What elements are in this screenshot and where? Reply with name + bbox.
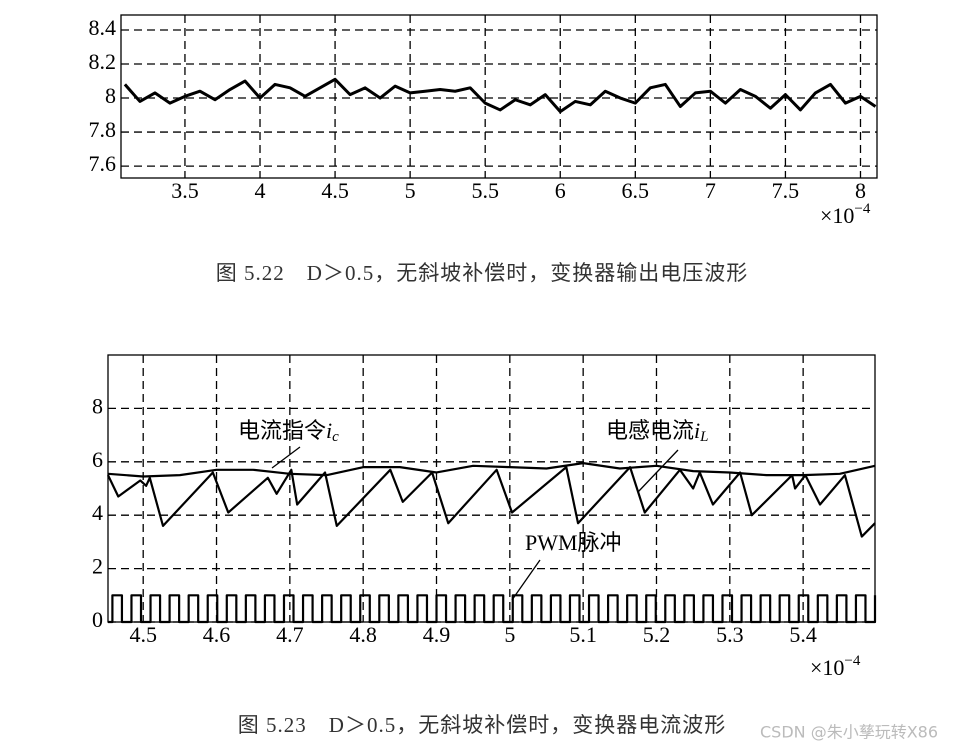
x-tick-label: 5.1 xyxy=(569,622,597,647)
x-tick-label: 5 xyxy=(405,178,416,203)
annotation-var: i xyxy=(326,418,332,443)
y-tick-label: 7.8 xyxy=(89,117,117,142)
plot-frame xyxy=(120,14,878,179)
multiplier-power: −4 xyxy=(844,653,860,669)
x-tick-label: 5.2 xyxy=(643,622,671,647)
y-tick-label: 8.2 xyxy=(89,49,117,74)
x-tick-label: 5.3 xyxy=(716,622,744,647)
data-line xyxy=(107,466,876,538)
x-tick-label: 3.5 xyxy=(171,178,199,203)
multiplier-power: −4 xyxy=(854,201,870,217)
annotation: PWM脉冲 xyxy=(525,530,622,555)
annotation-sub: c xyxy=(332,429,339,445)
x-tick-label: 4.5 xyxy=(321,178,349,203)
y-tick-label: 0 xyxy=(92,607,103,632)
plot-frame xyxy=(107,354,876,623)
x-tick-label: 8 xyxy=(855,178,866,203)
chart: 0 2 4 6 8 4.5 4.6 4.7 4.8 4.9 5 5.1 5.2 5.3 5.4 ×10−4 图 … xyxy=(92,354,877,737)
y-tick-label: 6 xyxy=(92,447,103,472)
axis-multiplier: ×10−4 xyxy=(820,201,871,228)
x-tick-label: 5.4 xyxy=(789,622,817,647)
annotation-sub: L xyxy=(699,429,708,445)
figure-caption: 图 5.23 D＞0.5，无斜坡补偿时，变换器电流波形 xyxy=(238,713,726,737)
x-tick-label: 4.8 xyxy=(349,622,377,647)
x-tick-label: 4.6 xyxy=(203,622,231,647)
y-tick-label: 8 xyxy=(92,393,103,418)
data-line xyxy=(123,77,877,114)
annotation-text: 电感电流 xyxy=(606,418,694,443)
annotation-leader xyxy=(637,449,679,493)
x-tick-label: 7.5 xyxy=(772,178,800,203)
y-tick-label: 4 xyxy=(92,500,103,525)
axis-multiplier: ×10−4 xyxy=(810,653,861,680)
annotation-leader xyxy=(271,446,301,469)
x-tick-label: 5 xyxy=(504,622,515,647)
watermark: CSDN @朱小孳玩转X86 xyxy=(760,723,938,742)
annotation-leader xyxy=(511,559,541,601)
x-tick-label: 5.5 xyxy=(471,178,499,203)
x-tick-label: 6 xyxy=(555,178,566,203)
data-line xyxy=(108,594,877,624)
annotation: 电感电流iL xyxy=(606,418,708,445)
y-tick-label: 2 xyxy=(92,554,103,579)
annotation-var: i xyxy=(694,418,700,443)
figure-caption: 图 5.22 D＞0.5，无斜坡补偿时，变换器输出电压波形 xyxy=(216,261,748,285)
chart: 7.67.888.28.43.5 4 4.5 5 5.5 6 6.5 7 7.5 8×10−4图 … xyxy=(89,14,878,285)
annotation-text: 电流指令 xyxy=(238,418,326,443)
y-tick-label: 7.6 xyxy=(89,151,117,176)
x-tick-label: 6.5 xyxy=(622,178,650,203)
x-tick-label: 4 xyxy=(255,178,266,203)
y-tick-label: 8.4 xyxy=(89,15,117,40)
multiplier-base: ×10 xyxy=(820,203,854,228)
x-tick-label: 4.5 xyxy=(129,622,157,647)
y-tick-label: 8 xyxy=(105,83,116,108)
x-tick-label: 7 xyxy=(705,178,716,203)
multiplier-base: ×10 xyxy=(810,655,844,680)
data-line xyxy=(107,462,876,478)
x-tick-label: 4.7 xyxy=(276,622,304,647)
x-tick-label: 4.9 xyxy=(423,622,451,647)
annotation: 电流指令ic xyxy=(238,418,339,445)
annotation-text: PWM脉冲 xyxy=(525,530,622,555)
